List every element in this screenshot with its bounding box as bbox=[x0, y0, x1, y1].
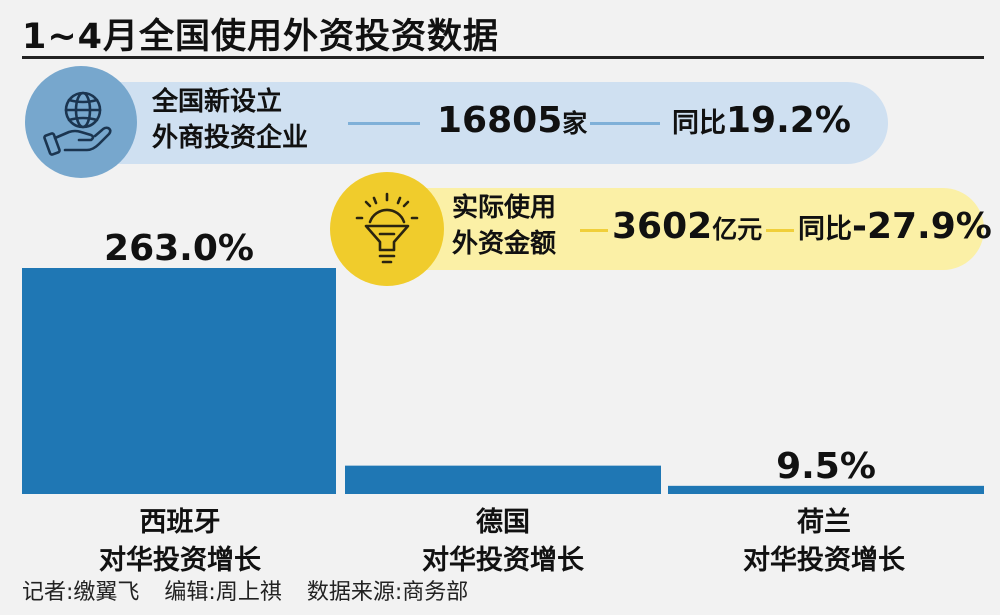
credits-footer: 记者:缴翼飞 编辑:周上祺 数据来源:商务部 bbox=[22, 574, 486, 606]
new-enterprise-value: 16805家 bbox=[437, 100, 588, 141]
page-title: 1~4月全国使用外资投资数据 bbox=[22, 17, 500, 57]
reporter-credit: 记者:缴翼飞 bbox=[22, 580, 140, 605]
actual-fdi-label: 实际使用 外资金额 bbox=[452, 193, 557, 259]
category-label-netherlands: 荷兰 对华投资增长 bbox=[743, 507, 905, 576]
bar-西班牙 bbox=[22, 268, 336, 494]
data-label-西班牙: 263.0% bbox=[104, 228, 254, 269]
connector-line bbox=[590, 122, 660, 125]
title-divider bbox=[22, 56, 984, 59]
new-enterprise-label: 全国新设立 外商投资企业 bbox=[152, 87, 309, 153]
connector-line bbox=[580, 229, 608, 232]
category-label-germany: 德国 对华投资增长 bbox=[422, 507, 584, 576]
actual-fdi-yoy: 同比-27.9% bbox=[798, 206, 992, 247]
actual-fdi-value: 3602亿元 bbox=[612, 206, 763, 247]
globe-hand-icon bbox=[25, 66, 137, 178]
connector-line bbox=[766, 229, 794, 232]
editor-credit: 编辑:周上祺 bbox=[164, 580, 282, 605]
lightbulb-gear-icon bbox=[330, 172, 444, 286]
new-enterprise-yoy: 同比19.2% bbox=[672, 100, 851, 141]
info-pill-actual-fdi bbox=[382, 188, 984, 270]
info-pill-new-enterprises bbox=[80, 82, 888, 164]
source-credit: 数据来源:商务部 bbox=[306, 580, 469, 605]
bar-德国 bbox=[345, 465, 661, 494]
connector-line bbox=[348, 122, 420, 125]
data-label-荷兰: 9.5% bbox=[776, 446, 876, 487]
category-label-spain: 西班牙 对华投资增长 bbox=[99, 507, 261, 576]
bar-荷兰 bbox=[668, 485, 984, 494]
